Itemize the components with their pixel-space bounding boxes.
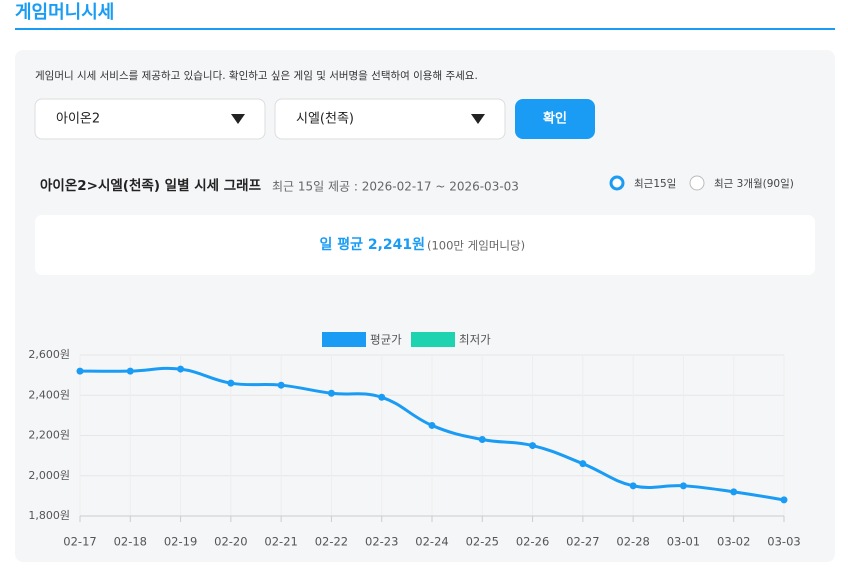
data-point (679, 482, 687, 490)
y-tick-label: 1,800원 (28, 509, 70, 522)
data-point (76, 367, 84, 375)
data-point (780, 496, 788, 504)
x-tick-label: 02-25 (466, 535, 499, 549)
radio-90[interactable]: 최근 3개월(90일) (689, 175, 794, 191)
graph-period: 최근 15일 제공 : 2026-02-17 ~ 2026-03-03 (272, 180, 519, 194)
y-tick-label: 2,200원 (28, 429, 70, 442)
y-tick-label: 2,000원 (28, 469, 70, 482)
average-price: 일 평균 2,241원 (319, 236, 425, 253)
data-point (428, 421, 436, 429)
server-select[interactable]: 시엘(천족) (274, 98, 506, 140)
button[interactable] (515, 99, 595, 139)
panel (15, 50, 835, 562)
x-tick-label: 02-18 (114, 535, 147, 549)
dropdown-arrow (471, 114, 485, 124)
data-point (579, 460, 587, 468)
legend-swatch (411, 332, 455, 347)
data-point (529, 442, 537, 450)
legend-label: 최저가 (459, 333, 491, 347)
x-tick-label: 02-21 (264, 535, 297, 549)
data-point (327, 389, 335, 397)
data-point (629, 482, 637, 490)
data-point (227, 379, 235, 387)
y-tick-label: 2,400원 (28, 388, 70, 401)
x-tick-label: 03-02 (717, 535, 750, 549)
button-label: 확인 (543, 111, 567, 127)
radio-label: 최근 3개월(90일) (714, 177, 794, 190)
select-box[interactable] (34, 98, 266, 140)
x-tick-label: 02-19 (164, 535, 197, 549)
x-tick-label: 02-20 (214, 535, 247, 549)
y-tick-label: 2,600원 (28, 348, 70, 361)
data-point (730, 488, 738, 496)
page-title: 게임머니시세 (15, 2, 114, 23)
data-point (378, 393, 386, 401)
x-tick-label: 02-17 (63, 535, 96, 549)
data-point (126, 367, 134, 375)
x-tick-label: 03-03 (767, 535, 800, 549)
x-tick-label: 02-27 (566, 535, 599, 549)
select-text: 시엘(천족) (296, 112, 354, 127)
average-unit: (100만 게임머니당) (427, 239, 525, 253)
select-text: 아이온2 (56, 112, 100, 127)
graph-title: 아이온2>시엘(천족) 일별 시세 그래프 (40, 177, 262, 194)
radio-checked[interactable] (609, 175, 625, 191)
x-tick-label: 02-24 (415, 535, 448, 549)
confirm-button[interactable]: 확인 (515, 99, 595, 139)
legend-swatch (322, 332, 366, 347)
radio-unchecked[interactable] (689, 175, 705, 191)
summary-box (35, 215, 815, 275)
x-tick-label: 02-22 (315, 535, 348, 549)
data-point (177, 365, 185, 373)
title-underline (15, 28, 835, 30)
radio-label: 최근15일 (634, 177, 676, 190)
chart: 1,800원 2,000원 2,200원 2,400원 2,600원 02-17 02-18… (28, 332, 801, 549)
legend-label: 평균가 (370, 333, 402, 347)
data-point (478, 436, 486, 444)
data-point (277, 381, 285, 389)
x-tick-label: 02-23 (365, 535, 398, 549)
radio-15[interactable]: 최근15일 (609, 175, 676, 191)
description: 게임머니 시세 서비스를 제공하고 있습니다. 확인하고 싶은 게임 및 서버명… (35, 69, 478, 82)
game-select[interactable]: 아이온2 (34, 98, 266, 140)
x-tick-label: 02-26 (516, 535, 549, 549)
x-tick-label: 02-28 (616, 535, 649, 549)
x-tick-label: 03-01 (667, 535, 700, 549)
dropdown-arrow (231, 114, 245, 124)
select-box[interactable] (274, 98, 506, 140)
